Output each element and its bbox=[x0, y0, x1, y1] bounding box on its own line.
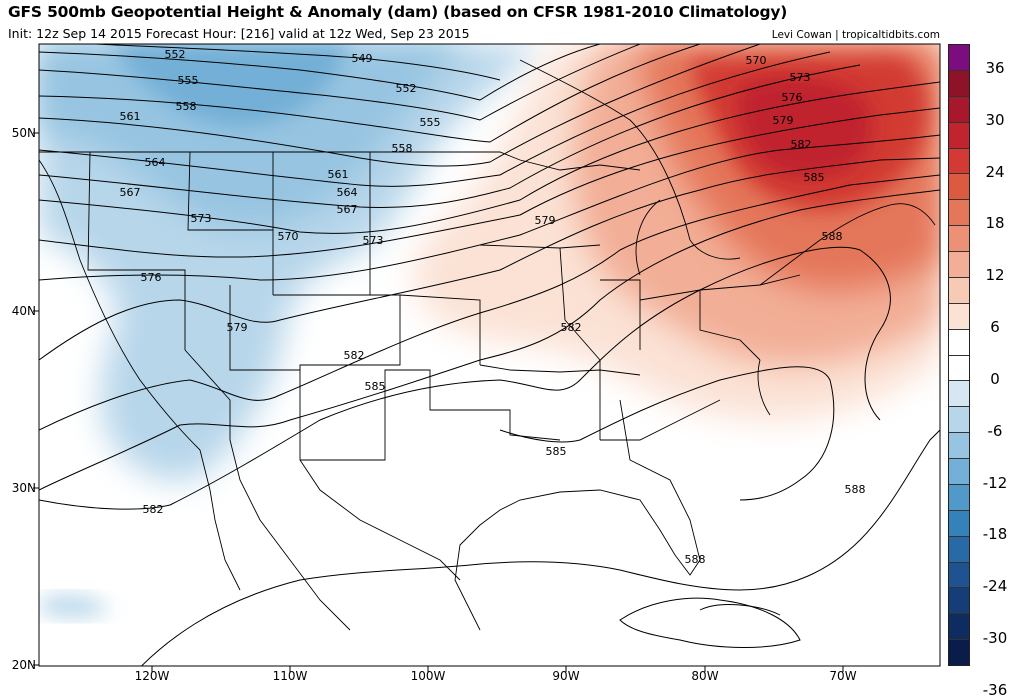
colorbar-swatch bbox=[949, 122, 969, 149]
contour-label: 579 bbox=[227, 321, 248, 334]
colorbar-swatch bbox=[949, 45, 969, 71]
colorbar-swatch bbox=[949, 536, 969, 563]
map-title: GFS 500mb Geopotential Height & Anomaly … bbox=[8, 3, 788, 21]
colorbar-label: -18 bbox=[982, 525, 1008, 544]
colorbar-swatch bbox=[949, 277, 969, 304]
map-credit: Levi Cowan | tropicaltidbits.com bbox=[771, 29, 940, 41]
lat-label-30n: 30N bbox=[11, 481, 36, 495]
colorbar-swatch bbox=[949, 640, 969, 665]
contour-label: 555 bbox=[178, 74, 199, 87]
contour-label: 576 bbox=[782, 91, 803, 104]
colorbar-swatch bbox=[949, 96, 969, 123]
lat-label-50n: 50N bbox=[11, 126, 36, 140]
colorbar-swatch bbox=[949, 70, 969, 97]
height-contours bbox=[39, 44, 940, 666]
contour-label: 573 bbox=[363, 234, 384, 247]
contour-labels: 549 552 552 555 555 558 558 561 561 564 564 567 567 5… bbox=[120, 48, 866, 566]
lat-ticks bbox=[33, 132, 39, 666]
colorbar-label: 18 bbox=[985, 214, 1005, 233]
contour-label: 585 bbox=[365, 380, 386, 393]
colorbar-label: -30 bbox=[982, 629, 1008, 648]
contour-label: 558 bbox=[392, 142, 413, 155]
lon-label-90w: 90W bbox=[552, 669, 580, 683]
contour-label: 564 bbox=[145, 156, 166, 169]
contour-label: 588 bbox=[822, 230, 843, 243]
lon-label-80w: 80W bbox=[691, 669, 719, 683]
colorbar-swatch bbox=[949, 562, 969, 589]
colorbar-swatch bbox=[949, 252, 969, 278]
contour-label: 561 bbox=[328, 168, 349, 181]
colorbar-label: 12 bbox=[985, 266, 1005, 285]
colorbar-label: 0 bbox=[990, 369, 1000, 388]
colorbar-label: 36 bbox=[985, 58, 1005, 77]
map-subtitle: Init: 12z Sep 14 2015 Forecast Hour: [21… bbox=[8, 26, 470, 41]
colorbar-swatch bbox=[949, 329, 969, 356]
plot-frame bbox=[38, 43, 941, 667]
contour-label: 576 bbox=[141, 271, 162, 284]
colorbar-label: -12 bbox=[982, 473, 1008, 492]
contour-label: 579 bbox=[535, 214, 556, 227]
negative-anomaly-shading bbox=[39, 44, 545, 617]
colorbar-swatch bbox=[949, 510, 969, 537]
colorbar-swatch bbox=[949, 303, 969, 330]
lon-ticks bbox=[151, 666, 844, 672]
colorbar-swatch bbox=[949, 433, 969, 459]
contour-label: 564 bbox=[337, 186, 358, 199]
contour-label: 567 bbox=[337, 203, 358, 216]
contour-label: 561 bbox=[120, 110, 141, 123]
contour-label: 588 bbox=[845, 483, 866, 496]
positive-anomaly-shading bbox=[414, 44, 940, 421]
lat-label-20n: 20N bbox=[11, 658, 36, 672]
contour-label: 555 bbox=[420, 116, 441, 129]
colorbar-swatch bbox=[949, 484, 969, 511]
lon-label-100w: 100W bbox=[410, 669, 446, 683]
contour-label: 588 bbox=[685, 553, 706, 566]
colorbar-swatch bbox=[949, 459, 969, 485]
contour-label: 549 bbox=[352, 52, 373, 65]
colorbar-label: 6 bbox=[990, 318, 1000, 337]
lon-label-120w: 120W bbox=[134, 669, 170, 683]
colorbar-swatch bbox=[949, 614, 969, 641]
colorbar-swatch bbox=[949, 174, 969, 201]
contour-label: 585 bbox=[804, 171, 825, 184]
colorbar-label: 24 bbox=[985, 162, 1005, 181]
contour-label: 582 bbox=[344, 349, 365, 362]
political-boundaries bbox=[39, 59, 936, 631]
lon-label-110w: 110W bbox=[272, 669, 308, 683]
colorbar-swatch bbox=[949, 148, 969, 175]
colorbar-label: -24 bbox=[982, 577, 1008, 596]
contour-label: 570 bbox=[278, 230, 299, 243]
colorbar-swatch bbox=[949, 355, 969, 382]
colorbar-label: -36 bbox=[982, 680, 1008, 699]
contour-label: 570 bbox=[746, 54, 767, 67]
lon-label-70w: 70W bbox=[829, 669, 857, 683]
contour-label: 585 bbox=[546, 445, 567, 458]
colorbar-swatch bbox=[949, 407, 969, 434]
anomaly-colorbar bbox=[948, 44, 970, 666]
colorbar-swatch bbox=[949, 226, 969, 252]
contour-label: 579 bbox=[773, 114, 794, 127]
colorbar-label: -6 bbox=[987, 421, 1003, 440]
contour-label: 573 bbox=[790, 71, 811, 84]
contour-label: 567 bbox=[120, 186, 141, 199]
colorbar-swatch bbox=[949, 200, 969, 227]
contour-label: 558 bbox=[176, 100, 197, 113]
contour-label: 582 bbox=[561, 321, 582, 334]
contour-label: 573 bbox=[191, 212, 212, 225]
contour-label: 552 bbox=[396, 82, 417, 95]
contour-label: 552 bbox=[165, 48, 186, 61]
colorbar-label: 30 bbox=[985, 110, 1005, 129]
colorbar-swatch bbox=[949, 381, 969, 408]
colorbar-swatch bbox=[949, 588, 969, 615]
contour-label: 582 bbox=[143, 503, 164, 516]
contour-label: 582 bbox=[791, 138, 812, 151]
lat-label-40n: 40N bbox=[11, 304, 36, 318]
